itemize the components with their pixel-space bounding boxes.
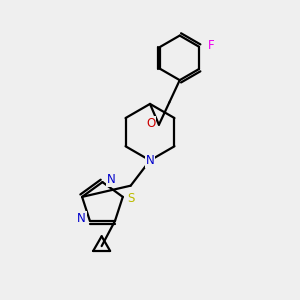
- Text: F: F: [208, 39, 215, 52]
- Text: N: N: [146, 154, 154, 167]
- Text: O: O: [146, 117, 155, 130]
- Text: S: S: [128, 192, 135, 205]
- Text: N: N: [106, 173, 115, 186]
- Text: N: N: [77, 212, 86, 225]
